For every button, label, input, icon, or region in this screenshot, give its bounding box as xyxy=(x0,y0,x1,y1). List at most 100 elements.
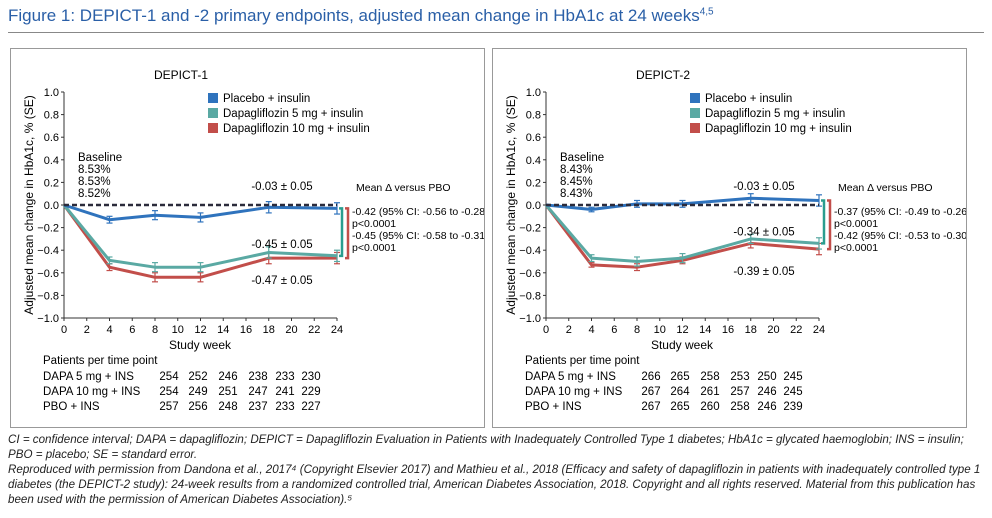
series-line-dapa10 xyxy=(62,204,337,279)
x-tick-label: 10 xyxy=(654,324,666,336)
legend-swatch-dapa5 xyxy=(208,108,218,118)
baseline-label: Baseline xyxy=(560,152,604,164)
x-tick-label: 6 xyxy=(611,324,617,336)
y-tick-label: 0.4 xyxy=(44,155,59,167)
x-tick-label: 18 xyxy=(263,324,275,336)
patients-cell: 245 xyxy=(783,371,802,383)
end-label-dapa10: -0.47 ± 0.05 xyxy=(251,275,312,287)
mean-diff-dapa10-p: p<0.0001 xyxy=(834,242,878,254)
legend-swatch-placebo xyxy=(690,93,700,103)
x-tick-label: 12 xyxy=(676,324,688,336)
x-tick-label: 6 xyxy=(129,324,135,336)
x-tick-label: 24 xyxy=(331,324,343,336)
x-axis-label: Study week xyxy=(169,338,232,352)
y-tick-label: −1.0 xyxy=(519,313,541,325)
mean-diff-dapa10: -0.42 (95% CI: -0.53 to -0.30) xyxy=(834,230,966,242)
y-tick-label: 0.8 xyxy=(44,110,59,122)
patients-cell: 248 xyxy=(218,401,237,413)
figure-title: Figure 1: DEPICT-1 and -2 primary endpoi… xyxy=(8,6,714,26)
y-tick-label: −0.2 xyxy=(519,223,541,235)
x-tick-label: 16 xyxy=(240,324,252,336)
end-label-dapa10: -0.39 ± 0.05 xyxy=(733,266,794,278)
series-line-dapa5 xyxy=(62,204,338,269)
patients-cell: 267 xyxy=(641,401,660,413)
chart-panel-depict-2: DEPICT-2 −1.0 −0.8 −0.6 −0.4 −0.2 0.0 0.2 0.4 0.6… xyxy=(492,48,967,428)
patients-cell: 266 xyxy=(641,371,660,383)
y-tick-label: −0.2 xyxy=(37,223,59,235)
legend-label-placebo: Placebo + insulin xyxy=(223,93,310,105)
patients-row-label: PBO + INS xyxy=(525,401,582,413)
y-tick-label: 0.6 xyxy=(44,132,59,144)
mean-diff-dapa5-p: p<0.0001 xyxy=(834,218,878,230)
title-divider xyxy=(8,32,984,33)
series-line-placebo xyxy=(63,203,338,222)
patients-cell: 252 xyxy=(188,371,207,383)
x-tick-label: 0 xyxy=(543,324,549,336)
patients-cell: 261 xyxy=(700,386,719,398)
legend-swatch-dapa10 xyxy=(690,123,700,133)
mean-diff-dapa10: -0.45 (95% CI: -0.58 to -0.31) xyxy=(352,230,484,242)
y-tick-label: −0.4 xyxy=(519,245,541,257)
baseline-value: 8.43% xyxy=(560,188,593,200)
legend-label-dapa10: Dapagliflozin 10 mg + insulin xyxy=(223,123,370,135)
mean-diff-heading: Mean Δ versus PBO xyxy=(838,182,933,194)
x-tick-label: 4 xyxy=(106,324,112,336)
y-tick-label: 0.0 xyxy=(526,200,541,212)
patients-cell: 241 xyxy=(275,386,294,398)
patients-cell: 258 xyxy=(730,401,749,413)
patients-cell: 239 xyxy=(783,401,802,413)
patients-cell: 254 xyxy=(159,371,179,383)
patients-cell: 254 xyxy=(159,386,179,398)
end-label-dapa5: -0.45 ± 0.05 xyxy=(251,239,312,251)
y-tick-label: 0.6 xyxy=(526,132,541,144)
patients-cell: 260 xyxy=(700,401,719,413)
patients-row-label: DAPA 5 mg + INS xyxy=(43,371,134,383)
patients-cell: 250 xyxy=(757,371,776,383)
y-tick-label: 1.0 xyxy=(44,87,59,99)
patients-cell: 229 xyxy=(301,386,320,398)
x-tick-label: 18 xyxy=(745,324,757,336)
patients-cell: 237 xyxy=(248,401,267,413)
x-tick-label: 4 xyxy=(588,324,594,336)
legend-label-dapa10: Dapagliflozin 10 mg + insulin xyxy=(705,123,852,135)
x-tick-label: 12 xyxy=(194,324,206,336)
patients-cell: 238 xyxy=(248,371,267,383)
baseline-value: 8.53% xyxy=(78,164,111,176)
legend-swatch-dapa10 xyxy=(208,123,218,133)
baseline-value: 8.45% xyxy=(560,176,593,188)
patients-cell: 245 xyxy=(783,386,802,398)
y-tick-label: 1.0 xyxy=(526,87,541,99)
legend-swatch-dapa5 xyxy=(690,108,700,118)
patients-cell: 230 xyxy=(301,371,320,383)
bracket-dapa10 xyxy=(827,199,832,251)
patients-table-heading: Patients per time point xyxy=(525,355,640,367)
x-axis-label: Study week xyxy=(651,338,714,352)
legend-label-dapa5: Dapagliflozin 5 mg + insulin xyxy=(705,108,845,120)
x-tick-label: 16 xyxy=(722,324,734,336)
baseline-label: Baseline xyxy=(78,152,122,164)
patients-row-label: DAPA 5 mg + INS xyxy=(525,371,616,383)
legend-swatch-placebo xyxy=(208,93,218,103)
mean-diff-dapa5: -0.37 (95% CI: -0.49 to -0.26) xyxy=(834,206,966,218)
mean-diff-dapa5: -0.42 (95% CI: -0.56 to -0.28) xyxy=(352,206,484,218)
legend-label-dapa5: Dapagliflozin 5 mg + insulin xyxy=(223,108,363,120)
x-tick-label: 14 xyxy=(217,324,229,336)
chart-title: DEPICT-1 xyxy=(154,68,208,82)
y-tick-label: 0.2 xyxy=(526,177,541,189)
figure-title-refs: 4,5 xyxy=(699,6,714,18)
x-tick-label: 2 xyxy=(566,324,572,336)
x-tick-label: 10 xyxy=(172,324,184,336)
patients-cell: 256 xyxy=(188,401,207,413)
patients-cell: 246 xyxy=(757,401,776,413)
x-tick-label: 22 xyxy=(308,324,320,336)
patients-cell: 246 xyxy=(218,371,237,383)
chart-panel-depict-1: DEPICT-1 −1.0 −0.8 −0.6 −0.4 −0.2 0.0 0.2 0.4 0.6… xyxy=(10,48,485,428)
x-tick-label: 8 xyxy=(152,324,158,336)
patients-cell: 257 xyxy=(730,386,749,398)
y-tick-label: 0.8 xyxy=(526,110,541,122)
footnote-abbreviations: CI = confidence interval; DAPA = dapagli… xyxy=(8,433,964,461)
x-tick-label: 2 xyxy=(84,324,90,336)
baseline-value: 8.43% xyxy=(560,164,593,176)
patients-cell: 253 xyxy=(730,371,749,383)
end-label-dapa5: -0.34 ± 0.05 xyxy=(733,226,794,238)
